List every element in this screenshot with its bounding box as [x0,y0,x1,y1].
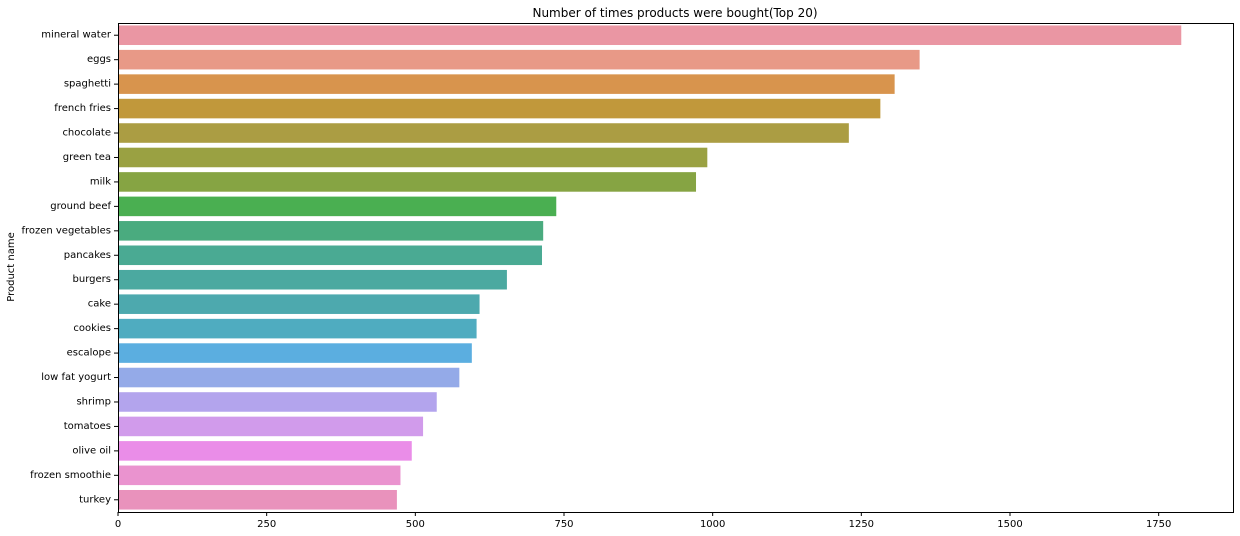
bar-chocolate [118,123,849,143]
y-tick-label: tomatoes [64,421,111,432]
y-tick-label: frozen vegetables [21,225,111,236]
y-tick-label: burgers [73,274,111,285]
bar-green-tea [118,147,708,168]
bar-ground-beef [118,196,557,217]
bar-milk [118,172,697,192]
y-tick-label: low fat yogurt [41,372,111,383]
bar-tomatoes [118,416,424,437]
bar-escalope [118,343,472,363]
bar-olive-oil [118,441,412,461]
y-tick-label: mineral water [41,30,112,41]
bars-layer [118,25,1182,510]
bar-french-fries [118,98,881,119]
x-tick-label: 500 [406,519,425,530]
bar-cake [118,294,480,314]
y-tick-label: green tea [63,152,111,163]
x-tick-label: 1500 [997,519,1022,530]
x-tick-label: 250 [257,519,276,530]
bar-spaghetti [118,74,895,94]
plot-frame [118,23,1234,513]
bar-frozen-smoothie [118,465,401,486]
bar-burgers [118,269,507,290]
bar-cookies [118,318,477,339]
y-tick-label: chocolate [62,128,111,139]
bar-frozen-vegetables [118,221,544,241]
y-tick-label: cookies [73,323,111,334]
bar-mineral-water [118,25,1182,46]
bar-low-fat-yogurt [118,367,460,388]
x-tick-label: 1250 [849,519,874,530]
x-ticks: 0 250 500 750 1000 1250 1500 1750 [115,512,1171,530]
y-tick-label: cake [88,299,111,310]
bar-eggs [118,49,920,70]
y-tick-label: spaghetti [64,79,111,90]
y-tick-label: escalope [67,348,111,359]
y-axis-label: Product name [6,232,17,302]
y-ticks: mineral water eggs spaghetti french fries ch… [21,30,118,505]
y-tick-label: milk [90,176,111,187]
y-tick-label: pancakes [64,250,111,261]
y-tick-label: french fries [54,103,111,114]
y-tick-label: shrimp [76,396,111,407]
x-tick-label: 1750 [1146,519,1171,530]
bar-pancakes [118,245,542,266]
y-tick-label: eggs [87,54,111,65]
x-tick-label: 0 [115,519,121,530]
x-tick-label: 1000 [700,519,725,530]
bar-shrimp [118,392,437,412]
y-tick-label: olive oil [72,445,111,456]
y-tick-label: frozen smoothie [30,470,111,481]
y-tick-label: turkey [79,494,111,505]
chart-title: Number of times products were bought(Top… [532,6,817,20]
x-tick-label: 750 [554,519,573,530]
y-tick-label: ground beef [50,201,111,212]
bar-turkey [118,489,397,510]
